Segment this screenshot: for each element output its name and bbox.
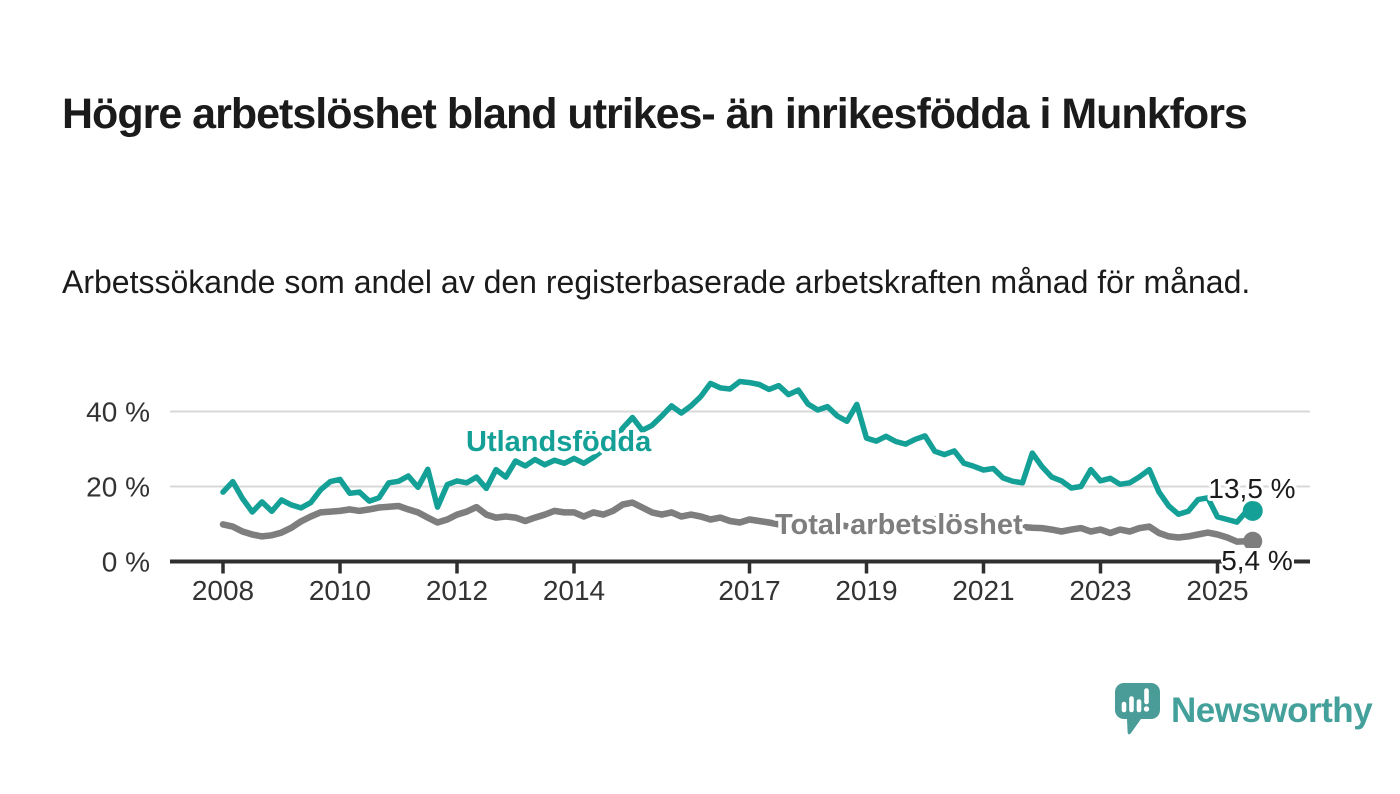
end-value-label-total: 5,4 % xyxy=(1221,545,1293,576)
series-end-dot-utlandsfodda xyxy=(1242,500,1263,521)
series-line-total xyxy=(219,499,1251,545)
page-title: Högre arbetslöshet bland utrikes- än inr… xyxy=(62,89,1248,138)
end-value-label-background xyxy=(1222,548,1294,574)
x-tick-label-2010: 2010 xyxy=(309,575,371,606)
x-tick-label-2008: 2008 xyxy=(192,575,254,606)
x-tick-label-2017: 2017 xyxy=(718,575,780,606)
y-tick-label-0: 0 % xyxy=(102,547,150,578)
x-tick-label-2025: 2025 xyxy=(1186,575,1248,606)
bar-chart-glyph xyxy=(1121,688,1149,713)
series-label-total: Total arbetslöshet xyxy=(775,509,1023,541)
y-tick-label-40: 40 % xyxy=(86,397,150,428)
x-tick-label-2023: 2023 xyxy=(1069,575,1131,606)
x-axis: 2008 2010 2012 2014 2017 2019 2021 2023 2025 xyxy=(170,559,1310,606)
y-tick-label-20: 20 % xyxy=(86,472,150,503)
x-tick-label-2012: 2012 xyxy=(426,575,488,606)
series-label-utlandsfodda: Utlandsfödda xyxy=(466,426,652,458)
x-tick-label-2014: 2014 xyxy=(543,575,605,606)
gridlines: 0 % 20 % 40 % xyxy=(86,397,1310,578)
exclamation-dot xyxy=(1143,706,1150,712)
series-lines xyxy=(219,378,1263,551)
page-subtitle: Arbetssökande som andel av den registerb… xyxy=(62,264,1251,300)
x-tick-label-2019: 2019 xyxy=(835,575,897,606)
series-end-dot-total xyxy=(1243,531,1263,551)
newsworthy-logo[interactable]: Newsworthy xyxy=(1113,682,1373,740)
x-tick-label-2021: 2021 xyxy=(952,575,1014,606)
end-value-label-utlandsfodda: 13,5 % xyxy=(1208,473,1295,504)
newsworthy-wordmark: Newsworthy xyxy=(1171,691,1373,730)
series-line-utlandsfodda xyxy=(220,378,1250,525)
newsworthy-bubble-icon xyxy=(1115,683,1160,735)
